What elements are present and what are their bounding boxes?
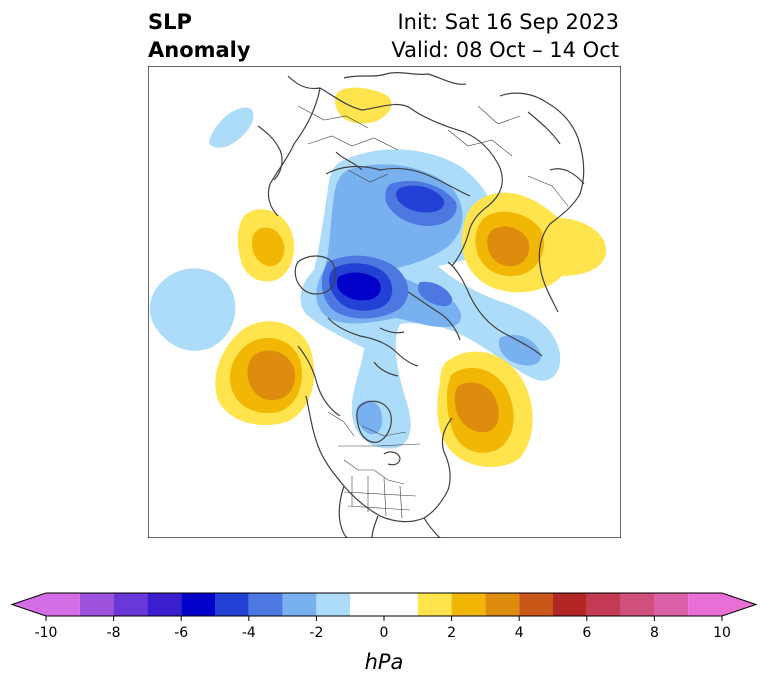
negative-anomaly-region-12 (336, 272, 381, 301)
colorbar-ticks: -10 -8 -6 -4 -2 0 2 4 6 8 10 (35, 616, 731, 641)
map-title: SLP Anomaly (148, 8, 251, 64)
colorbar-segment (688, 593, 722, 616)
colorbar-segment (553, 593, 587, 616)
colorbar-segment (181, 593, 215, 616)
positive-anomaly-region-1 (335, 87, 392, 124)
colorbar-tick-label: -2 (309, 625, 323, 641)
colorbar-segment (485, 593, 520, 616)
colorbar-segment (350, 593, 418, 616)
colorbar-tick-label: -6 (174, 625, 188, 641)
colorbar-segment (519, 593, 553, 616)
colorbar-segments (10, 592, 758, 617)
colorbar-tick-label: 8 (650, 625, 659, 641)
colorbar-segment (147, 593, 182, 616)
colorbar-tick-label: -10 (35, 625, 58, 641)
colorbar-unit-label: hPa (365, 650, 404, 674)
init-date: Init: Sat 16 Sep 2023 (397, 10, 619, 34)
colorbar-tick-label: -4 (242, 625, 256, 641)
colorbar-tick-label: 2 (447, 625, 456, 641)
colorbar-segment (248, 593, 283, 616)
colorbar-tick-label: -8 (107, 625, 121, 641)
colorbar-tick-label: 10 (713, 625, 731, 641)
country-borders (297, 105, 569, 519)
coastlines (257, 71, 585, 538)
positive-anomaly-region-9 (247, 350, 296, 401)
positive-anomaly-region-3 (252, 227, 285, 267)
colorbar-segment (417, 593, 452, 616)
colorbar-extend-max (722, 593, 756, 616)
colorbar-segment (620, 593, 655, 616)
colorbar-segment (316, 593, 351, 616)
colorbar-segment (79, 593, 114, 616)
title-variable: SLP (148, 10, 192, 34)
colorbar-tick-label: 6 (582, 625, 591, 641)
colorbar-tick-label: 0 (380, 625, 389, 641)
positive-anomaly-region-12 (454, 382, 499, 433)
colorbar-tick-label: 4 (515, 625, 524, 641)
positive-anomaly-region-6 (487, 226, 530, 267)
colorbar-segment (654, 593, 689, 616)
colorbar-extend-min (12, 593, 46, 616)
anomaly-contours (149, 87, 607, 468)
colorbar-segment (282, 593, 317, 616)
valid-range: Valid: 08 Oct – 14 Oct (391, 38, 619, 62)
colorbar-segment (586, 593, 621, 616)
negative-anomaly-region-3 (149, 268, 236, 351)
title-field: Anomaly (148, 38, 251, 62)
negative-anomaly-region-9 (417, 281, 453, 306)
negative-anomaly-region-6 (356, 400, 383, 435)
slp-anomaly-map (148, 66, 621, 538)
map-subtitle: Init: Sat 16 Sep 2023 Valid: 08 Oct – 14… (391, 8, 619, 64)
colorbar-segment (215, 593, 249, 616)
colorbar-segment (451, 593, 486, 616)
negative-anomaly-region-10 (396, 185, 445, 213)
negative-anomaly-region-1 (209, 107, 254, 148)
negative-anomaly-region-5 (498, 334, 541, 366)
colorbar: -10 -8 -6 -4 -2 0 2 4 6 8 10 hPa (10, 592, 758, 674)
colorbar-segment (46, 593, 80, 616)
colorbar-segment (113, 593, 148, 616)
